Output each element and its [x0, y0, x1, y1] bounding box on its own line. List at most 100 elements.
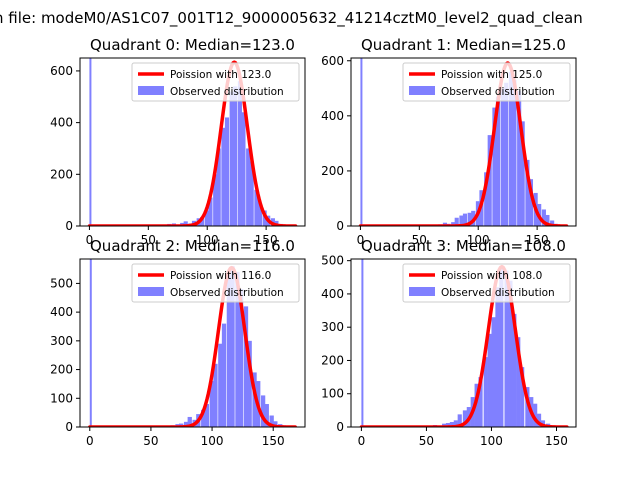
subplot-title: Quadrant 0: Median=123.0 [90, 36, 295, 54]
y-tick-label: 0 [336, 219, 344, 233]
x-tick-label: 50 [412, 233, 427, 247]
histogram-bar [187, 416, 192, 427]
legend-poisson-label: Poission with 116.0 [170, 270, 271, 282]
y-tick-label: 200 [321, 353, 344, 367]
histogram-bar [491, 317, 496, 427]
y-tick-label: 400 [321, 287, 344, 301]
histogram-bar [484, 172, 489, 226]
histogram-bar [467, 212, 472, 226]
plot-area [358, 58, 569, 226]
y-tick-label: 100 [50, 391, 73, 405]
legend-observed-swatch [138, 287, 164, 296]
histogram-bar [213, 363, 218, 427]
y-tick-label: 600 [321, 54, 344, 68]
y-tick-label: 300 [321, 320, 344, 334]
histogram-bar [257, 202, 262, 226]
poisson-line [358, 61, 569, 226]
histogram-bar [495, 287, 500, 427]
subplot-quadrant-0: 0 50 100 150 0 200 400 600 Quadrant 0: Median=12… [50, 36, 306, 247]
histogram-bar [517, 91, 522, 226]
histogram-bar [204, 210, 209, 226]
histogram-bar [459, 215, 464, 226]
histogram-bar [512, 313, 517, 427]
histogram-bar [89, 259, 92, 427]
histogram-bar [449, 422, 454, 427]
histogram-bar [213, 174, 218, 226]
legend-observed-label: Observed distribution [441, 287, 555, 299]
histogram-bar [246, 148, 251, 226]
histogram-bar [462, 410, 468, 427]
legend-observed-label: Observed distribution [170, 86, 284, 98]
histogram-bar [525, 387, 530, 427]
histogram-bar [545, 214, 550, 226]
histogram-bar [533, 403, 538, 427]
y-tick-label: 200 [50, 363, 73, 377]
plot-area [88, 259, 297, 427]
histogram-bar [216, 148, 221, 226]
legend-poisson-label: Poission with 123.0 [170, 69, 271, 81]
histogram-bar [520, 121, 525, 226]
legend-box [402, 263, 571, 303]
plot-area [87, 58, 298, 226]
histogram-bar [474, 383, 479, 427]
legend-box [402, 62, 571, 102]
x-tick-label: 50 [143, 434, 158, 448]
histogram-bar [264, 404, 269, 427]
y-tick-label: 0 [65, 420, 73, 434]
histogram-bar [201, 409, 206, 427]
histogram-bar [229, 91, 234, 226]
histogram-bar [273, 421, 278, 427]
y-tick-label: 400 [50, 305, 73, 319]
x-tick-label: 0 [86, 434, 94, 448]
histogram-bar [541, 209, 546, 226]
histogram-bar [200, 216, 205, 226]
legend: Poission with 125.0 Observed distribution [402, 62, 571, 102]
histogram-bar [218, 343, 223, 427]
histogram-bar [260, 395, 266, 427]
histogram-bar [504, 82, 509, 226]
histogram-bar [451, 222, 456, 226]
y-tick-label: 100 [321, 387, 344, 401]
histogram-bar [269, 415, 274, 427]
histogram-bar [528, 179, 533, 226]
axes-frame [79, 258, 306, 428]
legend-box [131, 62, 300, 102]
legend-poisson-label: Poission with 108.0 [441, 270, 542, 282]
histogram-bar [360, 58, 363, 226]
histogram-bar [89, 58, 92, 226]
subplot-quadrant-1: 0 50 100 150 0 200 400 600 Quadrant 1: Median=12… [321, 36, 577, 247]
x-tick-label: 100 [201, 434, 224, 448]
histogram-bar [462, 213, 468, 226]
x-tick-label: 100 [196, 233, 219, 247]
x-tick-label: 0 [358, 434, 366, 448]
legend-observed-swatch [409, 287, 435, 296]
histogram-bar [208, 197, 213, 226]
y-tick-label: 200 [321, 164, 344, 178]
x-tick-label: 150 [262, 434, 285, 448]
poisson-line [88, 265, 297, 427]
legend-observed-swatch [138, 86, 164, 95]
x-tick-label: 50 [141, 233, 156, 247]
y-tick-label: 400 [321, 109, 344, 123]
histogram-bar [254, 189, 259, 226]
histogram-bar [500, 88, 505, 226]
x-tick-label: 0 [357, 233, 365, 247]
histogram-bar [550, 220, 555, 226]
histogram-bar [512, 80, 517, 226]
histogram-bar [487, 135, 492, 226]
x-tick-label: 0 [86, 233, 94, 247]
histogram-bar [525, 159, 530, 226]
histogram-bar [492, 107, 497, 226]
histogram-bar [230, 266, 235, 427]
axes-frame [350, 57, 577, 227]
histogram-bar [209, 381, 214, 427]
legend-observed-label: Observed distribution [441, 86, 555, 98]
histogram-bar [247, 340, 252, 427]
histogram-bar [453, 420, 458, 427]
subplot-title: Quadrant 2: Median=116.0 [90, 237, 295, 255]
legend: Poission with 108.0 Observed distribution [402, 263, 571, 303]
histogram-bar [483, 357, 488, 427]
y-tick-label: 0 [65, 219, 73, 233]
histogram-bar [508, 280, 513, 427]
histogram-bar [237, 81, 242, 226]
